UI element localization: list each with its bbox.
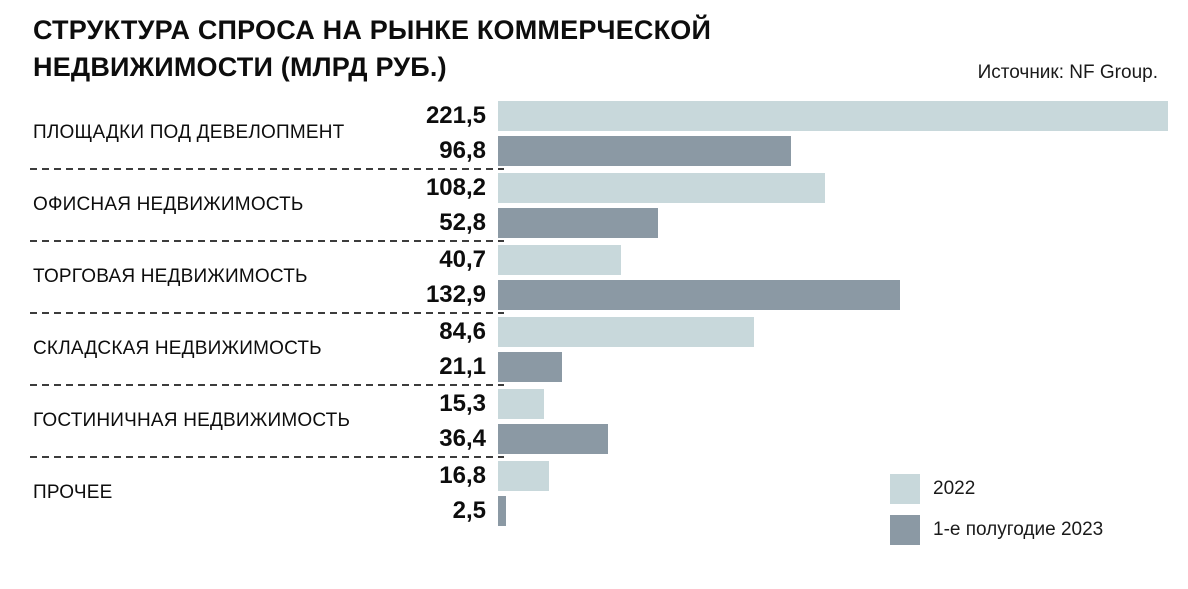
bar-row-2022: 221,5: [388, 100, 1188, 131]
bar-2022: [498, 316, 754, 347]
category-label: ПЛОЩАДКИ ПОД ДЕВЕЛОПМЕНТ: [33, 122, 345, 143]
dashed-separator: [30, 312, 504, 314]
bar-row-2022: 84,6: [388, 316, 1188, 347]
legend-item-2022: 2022: [890, 474, 1103, 504]
legend-swatch-2023: [890, 515, 920, 545]
bar-2022: [498, 172, 826, 203]
chart-group-other: ПРОЧЕЕ 16,8 2,5: [0, 458, 1188, 528]
chart-title-line1: СТРУКТУРА СПРОСА НА РЫНКЕ КОММЕРЧЕСКОЙ: [33, 15, 712, 45]
bar-row-2023: 132,9: [388, 279, 1188, 310]
bar-rows: 15,3 36,4: [388, 388, 1188, 454]
bar-rows: 221,5 96,8: [388, 100, 1188, 166]
bar-value-2023: 96,8: [439, 136, 486, 164]
dashed-separator: [30, 240, 504, 242]
bar-2023: [498, 495, 506, 526]
bar-2022: [498, 100, 1168, 131]
legend-swatch-2022: [890, 474, 920, 504]
bar-rows: 40,7 132,9: [388, 244, 1188, 310]
bar-value-2022: 15,3: [439, 389, 486, 417]
chart-legend: 2022 1-е полугодие 2023: [890, 474, 1103, 545]
bar-track: [498, 279, 1168, 310]
bar-row-2022: 40,7: [388, 244, 1188, 275]
chart-title-line2: НЕДВИЖИМОСТИ (МЛРД РУБ.): [33, 52, 447, 82]
bar-value-2022: 40,7: [439, 245, 486, 273]
category-label: ПРОЧЕЕ: [33, 482, 113, 503]
bar-value-2022: 16,8: [439, 461, 486, 489]
bar-track: [498, 351, 1168, 382]
bar-value-2023: 132,9: [425, 280, 486, 308]
bar-row-2023: 36,4: [388, 423, 1188, 454]
bar-track: [498, 244, 1168, 275]
category-label: ОФИСНАЯ НЕДВИЖИМОСТЬ: [33, 194, 304, 215]
bar-2023: [498, 351, 562, 382]
bar-track: [498, 316, 1168, 347]
chart-title: СТРУКТУРА СПРОСА НА РЫНКЕ КОММЕРЧЕСКОЙ Н…: [33, 12, 711, 86]
bar-row-2023: 2,5: [388, 495, 1188, 526]
bar-value-2022: 221,5: [425, 101, 486, 129]
bar-track: [498, 388, 1168, 419]
bar-track: [498, 423, 1168, 454]
bar-2022: [498, 388, 545, 419]
bar-track: [498, 495, 1168, 526]
bar-value-2023: 2,5: [452, 496, 486, 524]
chart-header: СТРУКТУРА СПРОСА НА РЫНКЕ КОММЕРЧЕСКОЙ Н…: [0, 0, 1188, 86]
bar-row-2022: 15,3: [388, 388, 1188, 419]
category-label: ГОСТИНИЧНАЯ НЕДВИЖИМОСТЬ: [33, 410, 351, 431]
dashed-separator: [30, 384, 504, 386]
bar-chart: ПЛОЩАДКИ ПОД ДЕВЕЛОПМЕНТ 221,5 96,8: [0, 98, 1188, 528]
chart-group-hotel: ГОСТИНИЧНАЯ НЕДВИЖИМОСТЬ 15,3 36,4: [0, 386, 1188, 456]
bar-value-2023: 21,1: [439, 352, 486, 380]
legend-item-2023: 1-е полугодие 2023: [890, 515, 1103, 545]
bar-2023: [498, 279, 900, 310]
bar-value-2022: 108,2: [425, 173, 486, 201]
legend-label-2022: 2022: [933, 478, 976, 499]
bar-row-2023: 96,8: [388, 135, 1188, 166]
dashed-separator: [30, 456, 504, 458]
chart-group-development: ПЛОЩАДКИ ПОД ДЕВЕЛОПМЕНТ 221,5 96,8: [0, 98, 1188, 168]
chart-group-office: ОФИСНАЯ НЕДВИЖИМОСТЬ 108,2 52,8: [0, 170, 1188, 240]
bar-value-2022: 84,6: [439, 317, 486, 345]
category-label: ТОРГОВАЯ НЕДВИЖИМОСТЬ: [33, 266, 308, 287]
bar-rows: 108,2 52,8: [388, 172, 1188, 238]
bar-2022: [498, 460, 549, 491]
bar-row-2023: 21,1: [388, 351, 1188, 382]
bar-row-2022: 16,8: [388, 460, 1188, 491]
bar-track: [498, 207, 1168, 238]
bar-2023: [498, 423, 609, 454]
chart-source: Источник: NF Group.: [977, 62, 1158, 83]
bar-2022: [498, 244, 622, 275]
bar-track: [498, 172, 1168, 203]
dashed-separator: [30, 168, 504, 170]
bar-row-2022: 108,2: [388, 172, 1188, 203]
bar-row-2023: 52,8: [388, 207, 1188, 238]
bar-track: [498, 135, 1168, 166]
bar-track: [498, 100, 1168, 131]
bar-2023: [498, 135, 791, 166]
bar-rows: 84,6 21,1: [388, 316, 1188, 382]
chart-group-warehouse: СКЛАДСКАЯ НЕДВИЖИМОСТЬ 84,6 21,1: [0, 314, 1188, 384]
bar-2023: [498, 207, 658, 238]
bar-rows: 16,8 2,5: [388, 460, 1188, 526]
bar-value-2023: 36,4: [439, 424, 486, 452]
bar-track: [498, 460, 1168, 491]
bar-value-2023: 52,8: [439, 208, 486, 236]
chart-group-retail: ТОРГОВАЯ НЕДВИЖИМОСТЬ 40,7 132,9: [0, 242, 1188, 312]
legend-label-2023: 1-е полугодие 2023: [933, 519, 1104, 540]
category-label: СКЛАДСКАЯ НЕДВИЖИМОСТЬ: [33, 338, 322, 359]
